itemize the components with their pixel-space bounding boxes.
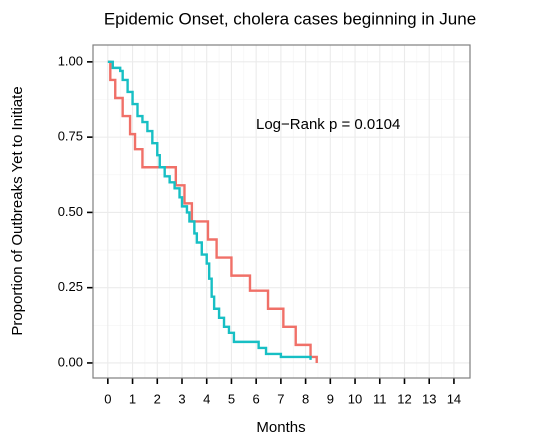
x-tick-label: 7 bbox=[277, 391, 284, 406]
x-tick-label: 13 bbox=[422, 391, 436, 406]
x-tick-label: 0 bbox=[104, 391, 111, 406]
y-tick-label: 0.25 bbox=[58, 279, 83, 294]
x-tick-label: 14 bbox=[447, 391, 461, 406]
x-tick-label: 11 bbox=[373, 391, 387, 406]
y-tick-label: 0.75 bbox=[58, 129, 83, 144]
x-tick-label: 5 bbox=[228, 391, 235, 406]
x-tick-label: 10 bbox=[348, 391, 362, 406]
x-tick-label: 6 bbox=[253, 391, 260, 406]
x-tick-label: 9 bbox=[327, 391, 334, 406]
x-axis-label: Months bbox=[256, 419, 305, 436]
y-tick-label: 0.00 bbox=[58, 354, 83, 369]
chart-title: Epidemic Onset, cholera cases beginning … bbox=[104, 9, 476, 28]
y-tick-label: 0.50 bbox=[58, 204, 83, 219]
annotation: Log−Rank p = 0.0104 bbox=[256, 116, 400, 133]
x-tick-label: 2 bbox=[154, 391, 161, 406]
plot-background bbox=[93, 45, 470, 378]
plot-border bbox=[92, 44, 471, 379]
x-tick-label: 1 bbox=[129, 391, 136, 406]
x-tick-label: 3 bbox=[178, 391, 185, 406]
x-tick-label: 8 bbox=[302, 391, 309, 406]
y-axis-label: Proportion of Outbreaks Yet to Initiate bbox=[9, 86, 26, 335]
x-tick-label: 12 bbox=[397, 391, 411, 406]
y-tick-label: 1.00 bbox=[58, 53, 83, 68]
survival-curve bbox=[107, 60, 312, 360]
x-tick-label: 4 bbox=[203, 391, 210, 406]
